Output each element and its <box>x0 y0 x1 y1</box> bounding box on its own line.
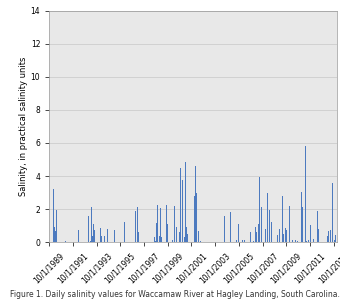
Text: Figure 1. Daily salinity values for Waccamaw River at Hagley Landing, South Caro: Figure 1. Daily salinity values for Wacc… <box>10 290 340 299</box>
Y-axis label: Salinity, in practical salinity units: Salinity, in practical salinity units <box>19 57 28 196</box>
